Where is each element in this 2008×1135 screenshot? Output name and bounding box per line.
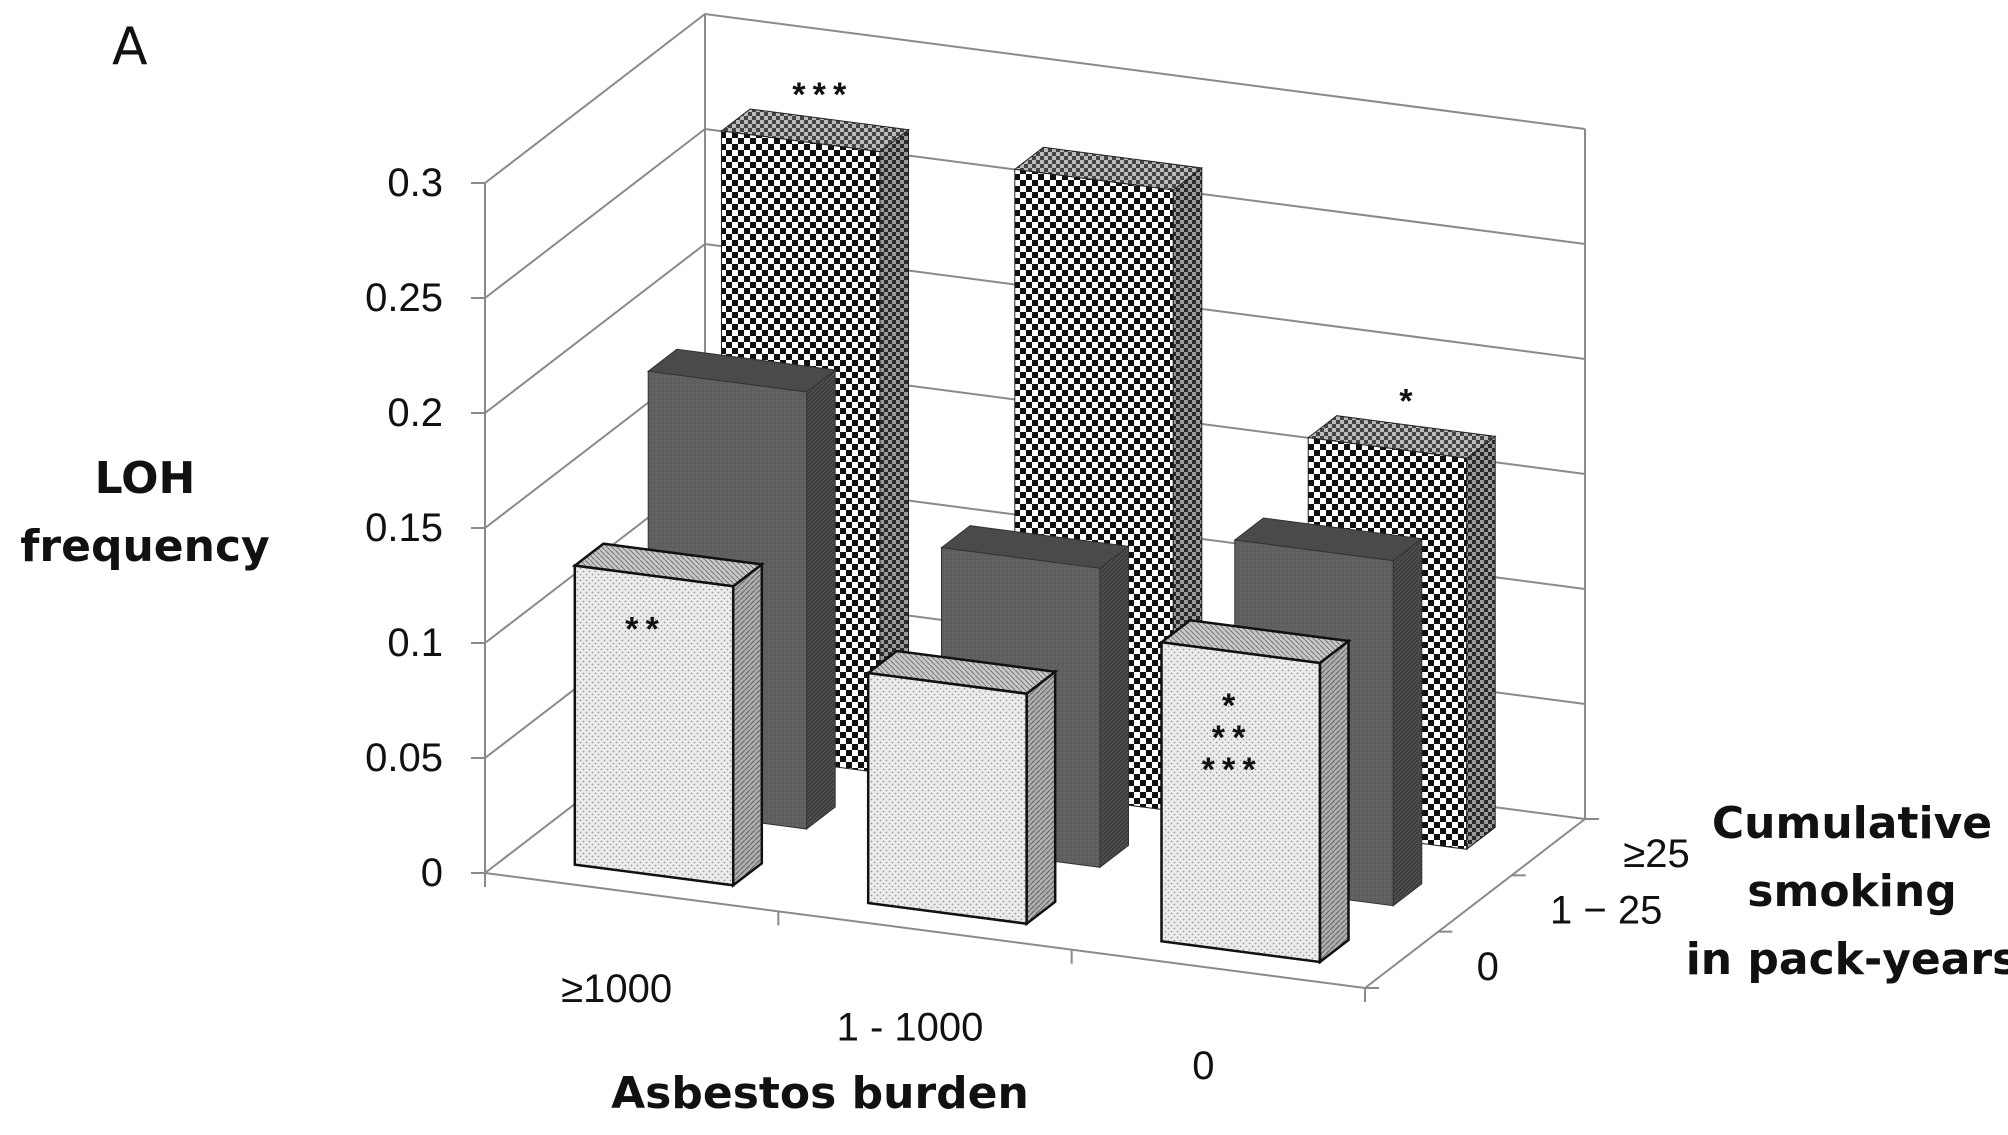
bar-front-face	[573, 564, 735, 887]
x-tick-label: ≥1000	[561, 967, 672, 1011]
bar-side-face	[1392, 537, 1423, 907]
z-tick-label: 0.15	[365, 506, 443, 550]
z-axis-title: LOH	[95, 453, 196, 504]
bar	[571, 542, 765, 888]
floor-right-edge	[1364, 818, 1586, 989]
bar-front-face	[1160, 640, 1322, 964]
depth-axis-title: Cumulative	[1712, 798, 1992, 849]
bar-side-face	[1466, 435, 1496, 851]
floor-front-edge	[484, 872, 1366, 989]
bar-side-face	[731, 561, 764, 888]
bar-side-face	[806, 368, 836, 831]
bar-front-face	[866, 671, 1028, 926]
bar-side-face	[1099, 545, 1129, 869]
depth-axis-title: in pack-years	[1686, 934, 2008, 985]
z-axis-title: frequency	[20, 521, 269, 572]
z-tick-label: 0.25	[365, 276, 443, 320]
depth-tick-label: 0	[1477, 945, 1499, 989]
significance-marker: *	[1218, 692, 1238, 730]
z-tick-label: 0.3	[387, 161, 443, 205]
z-tick-label: 0.2	[387, 391, 443, 435]
panel-label: A	[112, 17, 148, 77]
depth-tick-label: 1 − 25	[1550, 889, 1662, 933]
depth-axis-title: smoking	[1747, 866, 1956, 917]
significance-marker: **	[622, 615, 663, 653]
bar-side-face	[1025, 669, 1057, 927]
significance-marker: **	[1208, 724, 1249, 762]
z-tick-label: 0.1	[387, 621, 443, 665]
significance-marker: *	[1396, 387, 1416, 425]
bar	[865, 649, 1059, 927]
depth-tick-label: ≥25	[1623, 832, 1689, 876]
bar	[1158, 618, 1352, 965]
z-tick-label: 0.05	[365, 736, 443, 780]
significance-marker: ***	[1198, 756, 1259, 794]
bar-side-face	[1318, 638, 1350, 965]
x-tick-label: 1 - 1000	[837, 1006, 984, 1050]
significance-marker: ***	[789, 80, 850, 118]
z-tick-label: 0	[421, 851, 443, 895]
x-axis-title: Asbestos burden	[611, 1068, 1029, 1119]
x-tick-label: 0	[1192, 1044, 1214, 1088]
